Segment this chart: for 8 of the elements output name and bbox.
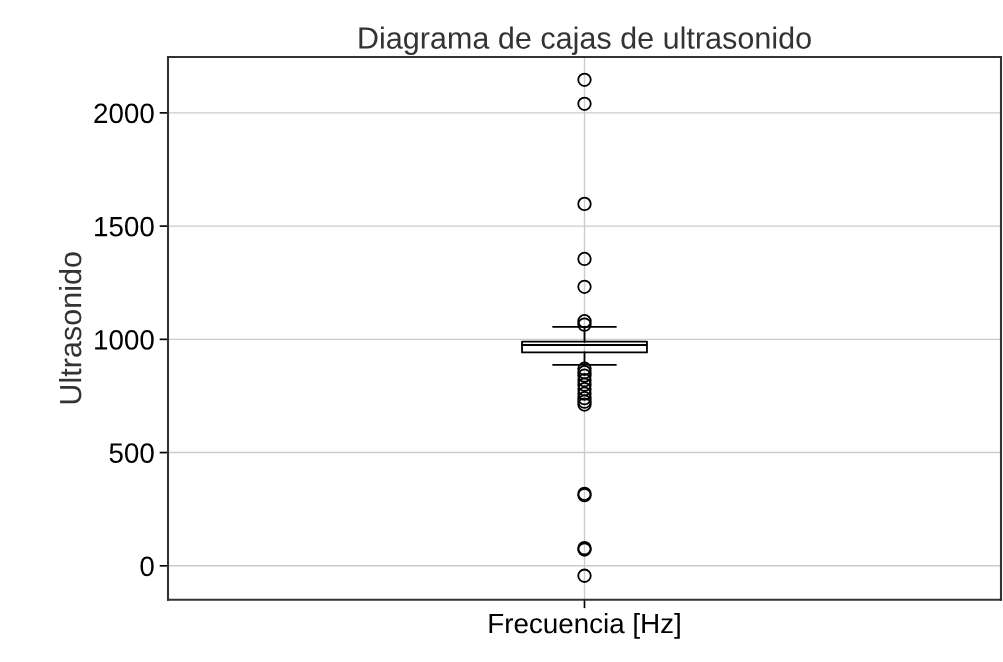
x-tick-label: Frecuencia [Hz] (489, 612, 680, 639)
y-axis-title: Ultrasonido (58, 252, 82, 404)
chart-title: Diagrama de cajas de ultrasonido (359, 26, 811, 55)
y-tick-label: 0 (140, 556, 154, 577)
y-tick-label: 2000 (94, 103, 154, 124)
y-tick-label: 1000 (95, 330, 154, 350)
y-tick-label: 500 (109, 443, 154, 463)
y-tick-label: 1500 (95, 216, 154, 237)
